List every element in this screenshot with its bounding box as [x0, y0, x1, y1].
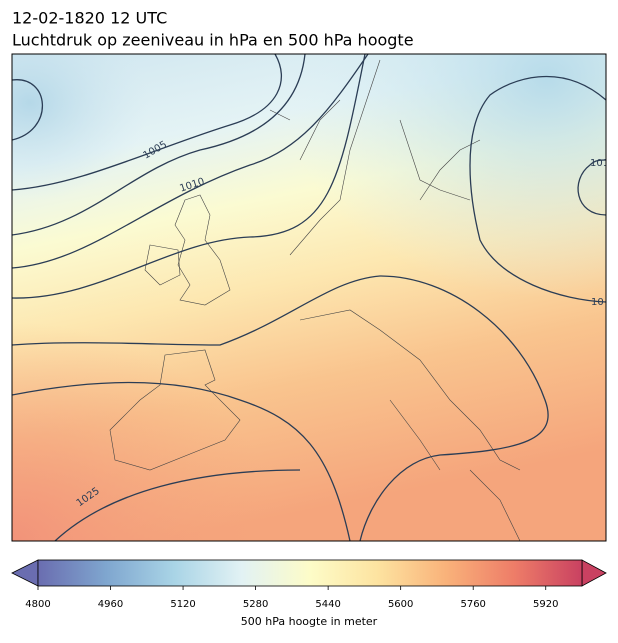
colorbar: 4800 4960 5120 5280 5440 5600 5760 5920: [11, 559, 607, 610]
colorbar-tick-label: 4800: [25, 599, 50, 610]
colorbar-tick-label: 5920: [533, 599, 558, 610]
colorbar-extend-high: [581, 559, 607, 587]
title: 12-02-1820 12 UTC: [12, 9, 167, 28]
contour-label: 10: [591, 297, 604, 308]
colorbar-label: 500 hPa hoogte in meter: [241, 615, 378, 628]
colorbar-tick-label: 5120: [170, 599, 195, 610]
map: 1005 1010 1025 101 10: [12, 54, 609, 541]
colorbar-tick-label: 4960: [98, 599, 123, 610]
map-frame: [11, 53, 607, 542]
subtitle: Luchtdruk op zeeniveau in hPa en 500 hPa…: [12, 31, 414, 50]
colorbar-tick-label: 5600: [388, 599, 413, 610]
colorbar-tick-label: 5760: [460, 599, 485, 610]
colorbar-tick-label: 5440: [315, 599, 340, 610]
colorbar-tick-label: 5280: [243, 599, 268, 610]
contour-label: 101: [590, 158, 609, 169]
colorbar-body: [37, 559, 583, 587]
colorbar-extend-low: [11, 559, 39, 587]
